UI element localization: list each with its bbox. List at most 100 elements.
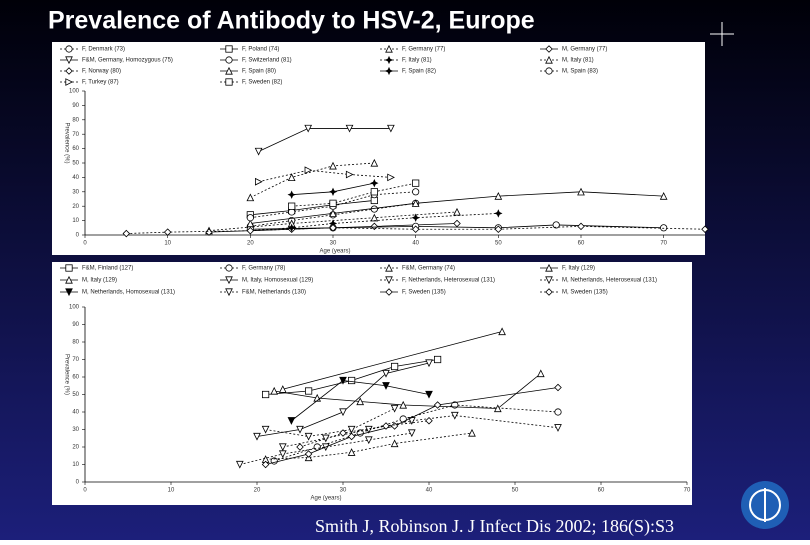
legend-item: F, Germany (77) bbox=[380, 44, 445, 53]
marker bbox=[545, 45, 553, 53]
x-tick-label: 70 bbox=[684, 488, 691, 494]
marker bbox=[384, 66, 394, 76]
marker bbox=[225, 66, 233, 75]
marker bbox=[536, 369, 545, 378]
legend-item: F, Switzerland (81) bbox=[220, 56, 292, 64]
marker bbox=[399, 400, 408, 409]
marker bbox=[390, 404, 399, 413]
legend-label: F&M, Germany, Homozygous (75) bbox=[82, 58, 173, 64]
who-logo bbox=[741, 481, 789, 529]
legend-item: F, Denmark (73) bbox=[60, 45, 125, 53]
marker bbox=[399, 415, 407, 423]
marker bbox=[163, 228, 172, 236]
series-line bbox=[250, 200, 375, 216]
legend-label: F, Sweden (82) bbox=[242, 80, 282, 86]
marker bbox=[304, 124, 313, 133]
legend-item: F, Italy (129) bbox=[540, 263, 595, 272]
legend-item: F&M, Germany (74) bbox=[380, 263, 455, 272]
marker bbox=[407, 429, 416, 438]
legend-item: F&M, Germany, Homozygous (75) bbox=[60, 56, 173, 65]
y-tick-label: 0 bbox=[76, 480, 80, 486]
x-tick-label: 10 bbox=[168, 488, 175, 494]
marker bbox=[287, 417, 296, 425]
marker bbox=[364, 436, 373, 445]
y-tick-label: 0 bbox=[76, 233, 80, 239]
marker bbox=[304, 166, 313, 175]
y-tick-label: 100 bbox=[69, 89, 80, 95]
chart: 0 10 20 30 40 50 60 70 80 90 100 0 10 20 30 40 50 60 70 Age… bbox=[60, 263, 691, 502]
marker bbox=[385, 276, 393, 285]
marker bbox=[329, 209, 337, 218]
marker bbox=[65, 45, 73, 53]
marker bbox=[254, 177, 263, 186]
marker bbox=[65, 275, 73, 284]
marker bbox=[296, 443, 304, 451]
marker bbox=[494, 209, 503, 218]
series-line bbox=[274, 373, 542, 409]
marker bbox=[65, 288, 73, 297]
marker bbox=[288, 202, 296, 210]
marker bbox=[450, 411, 459, 420]
series-line bbox=[239, 432, 412, 465]
marker bbox=[225, 56, 233, 64]
y-tick-label: 60 bbox=[72, 146, 79, 152]
marker bbox=[659, 192, 668, 200]
x-tick-label: 20 bbox=[247, 241, 254, 247]
y-tick-label: 10 bbox=[72, 462, 79, 468]
y-tick-label: 50 bbox=[72, 161, 79, 167]
marker bbox=[246, 214, 254, 222]
marker bbox=[384, 55, 394, 65]
x-tick-label: 30 bbox=[340, 488, 347, 494]
marker bbox=[65, 56, 73, 65]
marker bbox=[554, 383, 562, 392]
x-tick-label: 0 bbox=[83, 488, 87, 494]
marker bbox=[411, 199, 420, 207]
series-line bbox=[250, 213, 499, 232]
marker bbox=[364, 425, 373, 434]
legend-item: F, Spain (82) bbox=[380, 66, 436, 76]
marker bbox=[296, 425, 304, 434]
marker bbox=[65, 67, 73, 75]
series-line bbox=[250, 191, 664, 224]
legend-item: F&M, Netherlands (130) bbox=[220, 288, 306, 297]
y-tick-label: 20 bbox=[72, 445, 79, 451]
x-tick-label: 60 bbox=[598, 488, 605, 494]
marker bbox=[385, 44, 393, 53]
x-tick-label: 50 bbox=[512, 488, 519, 494]
y-tick-label: 90 bbox=[72, 322, 79, 328]
marker bbox=[385, 288, 393, 296]
series-line bbox=[250, 191, 416, 219]
legend-item: F, Sweden (135) bbox=[380, 288, 446, 296]
marker bbox=[390, 422, 399, 430]
marker bbox=[328, 187, 338, 196]
sparkle bbox=[710, 22, 734, 46]
x-tick-label: 60 bbox=[578, 241, 585, 247]
y-tick-label: 20 bbox=[72, 204, 79, 210]
x-axis-label: Age (years) bbox=[310, 496, 341, 502]
marker bbox=[339, 376, 347, 385]
marker bbox=[235, 460, 244, 469]
marker bbox=[382, 422, 390, 430]
legend-label: F, Germany (77) bbox=[402, 47, 445, 53]
legend-item: M, Italy (81) bbox=[540, 55, 594, 64]
marker bbox=[370, 205, 378, 213]
legend-label: M, Italy (81) bbox=[562, 58, 594, 64]
marker bbox=[254, 147, 263, 156]
x-tick-label: 70 bbox=[660, 241, 667, 247]
marker bbox=[278, 450, 287, 459]
x-tick-label: 0 bbox=[83, 241, 87, 247]
marker bbox=[329, 199, 337, 207]
legend-item: M, Spain (83) bbox=[540, 67, 598, 75]
legend-label: M, Netherlands, Homosexual (131) bbox=[82, 290, 175, 296]
marker bbox=[356, 397, 365, 406]
legend-label: F, Spain (82) bbox=[402, 69, 436, 75]
x-tick-label: 10 bbox=[164, 241, 171, 247]
x-tick-label: 30 bbox=[330, 241, 337, 247]
legend-label: M, Germany (77) bbox=[562, 47, 607, 53]
marker bbox=[225, 276, 233, 285]
marker bbox=[412, 179, 420, 187]
marker bbox=[225, 78, 233, 86]
x-tick-label: 40 bbox=[412, 241, 419, 247]
marker bbox=[246, 226, 255, 235]
marker bbox=[411, 213, 420, 222]
